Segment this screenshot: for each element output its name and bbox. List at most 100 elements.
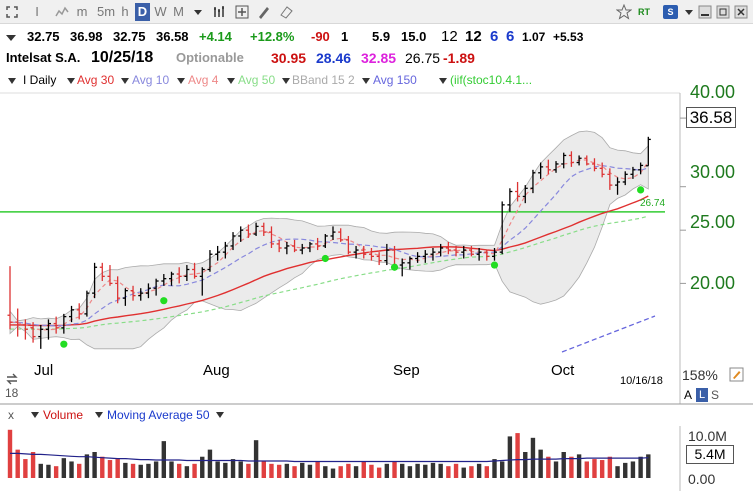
period-label[interactable]: I Daily xyxy=(23,73,57,87)
dropdown-arrow-icon[interactable] xyxy=(8,78,16,84)
volume-ma-label[interactable]: Moving Average 50 xyxy=(107,408,210,422)
volume-bar xyxy=(192,463,197,478)
price-bar xyxy=(115,276,121,304)
price-bar xyxy=(7,266,13,330)
volume-bar xyxy=(607,456,613,478)
volume-bar xyxy=(292,466,297,478)
price-bar xyxy=(522,185,528,204)
price-bar xyxy=(207,250,213,272)
title-value-2: 28.46 xyxy=(316,50,352,66)
volume-bar xyxy=(407,466,413,478)
avg150-line xyxy=(561,315,656,353)
volume-bar xyxy=(215,461,220,478)
axis-mode-s[interactable]: S xyxy=(711,388,720,402)
price-bar xyxy=(69,305,75,323)
interval-weekly[interactable]: W xyxy=(154,4,167,19)
volume-bar xyxy=(469,466,474,478)
refresh-icon[interactable] xyxy=(5,372,19,386)
volume-label[interactable]: Volume xyxy=(43,408,84,422)
quote-value-9: 1.07 xyxy=(522,30,546,44)
avg10-line xyxy=(9,164,649,327)
chevron-down-icon[interactable] xyxy=(681,4,697,20)
expand-icon[interactable] xyxy=(4,4,20,20)
price-bar xyxy=(30,322,36,343)
bband-label[interactable]: BBand 15 2 xyxy=(292,73,355,87)
draw-pencil-icon[interactable] xyxy=(256,4,272,20)
y-tick-label: 20.00 xyxy=(690,273,736,293)
price-bar xyxy=(422,250,428,263)
dropdown-arrow-icon[interactable] xyxy=(190,4,206,20)
volume-bar xyxy=(369,464,374,478)
interval-intraday[interactable]: I xyxy=(35,4,39,19)
volume-bar xyxy=(123,462,128,478)
avg30-label[interactable]: Avg 30 xyxy=(77,73,115,87)
avg50-label[interactable]: Avg 50 xyxy=(238,73,276,87)
dropdown-arrow-icon[interactable] xyxy=(6,33,16,43)
custom-indicator-label[interactable]: (iif(stoc10.4.1... xyxy=(450,73,533,87)
price-bar xyxy=(230,232,236,251)
close-icon[interactable] xyxy=(733,4,749,20)
eraser-icon[interactable] xyxy=(278,4,294,20)
s-badge[interactable]: S xyxy=(663,5,678,19)
interval-5min[interactable]: 5m xyxy=(96,4,116,19)
volume-bar xyxy=(46,464,51,478)
dropdown-arrow-icon[interactable] xyxy=(216,412,224,418)
volume-bar xyxy=(61,458,67,478)
interval-hour[interactable]: h xyxy=(121,4,129,19)
volume-bar xyxy=(400,463,405,478)
close-pane-icon[interactable]: x xyxy=(8,408,14,422)
tick-chart-icon[interactable] xyxy=(54,4,70,20)
price-bar xyxy=(315,237,321,251)
volume-bar xyxy=(599,460,605,478)
signal-dot xyxy=(160,297,168,305)
restore-icon[interactable] xyxy=(715,4,731,20)
avg10-label[interactable]: Avg 10 xyxy=(132,73,170,87)
avg4-label[interactable]: Avg 4 xyxy=(188,73,219,87)
volume-bar xyxy=(423,464,428,478)
interval-monthly[interactable]: M xyxy=(173,4,184,19)
optionable-label: Optionable xyxy=(176,50,244,65)
volume-bar xyxy=(430,462,436,478)
price-bar xyxy=(438,243,444,257)
bollinger-band xyxy=(9,130,649,350)
dropdown-arrow-icon[interactable] xyxy=(362,78,370,84)
add-indicator-icon[interactable] xyxy=(234,4,250,20)
dropdown-arrow-icon[interactable] xyxy=(439,78,447,84)
avg150-label[interactable]: Avg 150 xyxy=(373,73,417,87)
realtime-badge[interactable]: RT xyxy=(638,7,650,17)
toolbar: I m 5m h D W M RT S xyxy=(0,0,753,24)
bar-chart-icon[interactable] xyxy=(212,4,228,20)
price-bar xyxy=(484,250,490,261)
dropdown-arrow-icon[interactable] xyxy=(227,78,235,84)
volume-bar xyxy=(499,461,505,478)
dropdown-arrow-icon[interactable] xyxy=(121,78,129,84)
interval-minute[interactable]: m xyxy=(76,4,88,19)
minimize-icon[interactable] xyxy=(697,4,713,20)
price-bar xyxy=(376,252,382,266)
volume-bar xyxy=(153,461,159,478)
dropdown-arrow-icon[interactable] xyxy=(31,412,39,418)
dropdown-arrow-icon[interactable] xyxy=(177,78,185,84)
dropdown-arrow-icon[interactable] xyxy=(67,78,75,84)
volume-bar xyxy=(92,452,97,478)
volume-bar xyxy=(176,463,182,478)
zoom-level[interactable]: 158% xyxy=(682,367,718,383)
edit-icon[interactable] xyxy=(729,367,744,382)
dropdown-arrow-icon[interactable] xyxy=(282,78,290,84)
quote-high: 36.98 xyxy=(70,29,103,44)
axis-mode-a[interactable]: A xyxy=(684,388,693,402)
volume-bar xyxy=(630,461,636,478)
quote-value-7: 6 xyxy=(490,28,499,45)
x-month-label: Jul xyxy=(34,362,54,379)
price-bar xyxy=(176,267,182,284)
interval-daily[interactable]: D xyxy=(135,3,150,21)
axis-mode-l[interactable]: L xyxy=(696,388,708,402)
x-month-label: Sep xyxy=(393,362,420,379)
volume-bar xyxy=(484,466,490,478)
star-icon[interactable] xyxy=(616,4,632,20)
dropdown-arrow-icon[interactable] xyxy=(95,412,103,418)
volume-bar xyxy=(638,456,643,478)
volume-bar xyxy=(15,449,20,478)
volume-bar xyxy=(515,433,520,478)
